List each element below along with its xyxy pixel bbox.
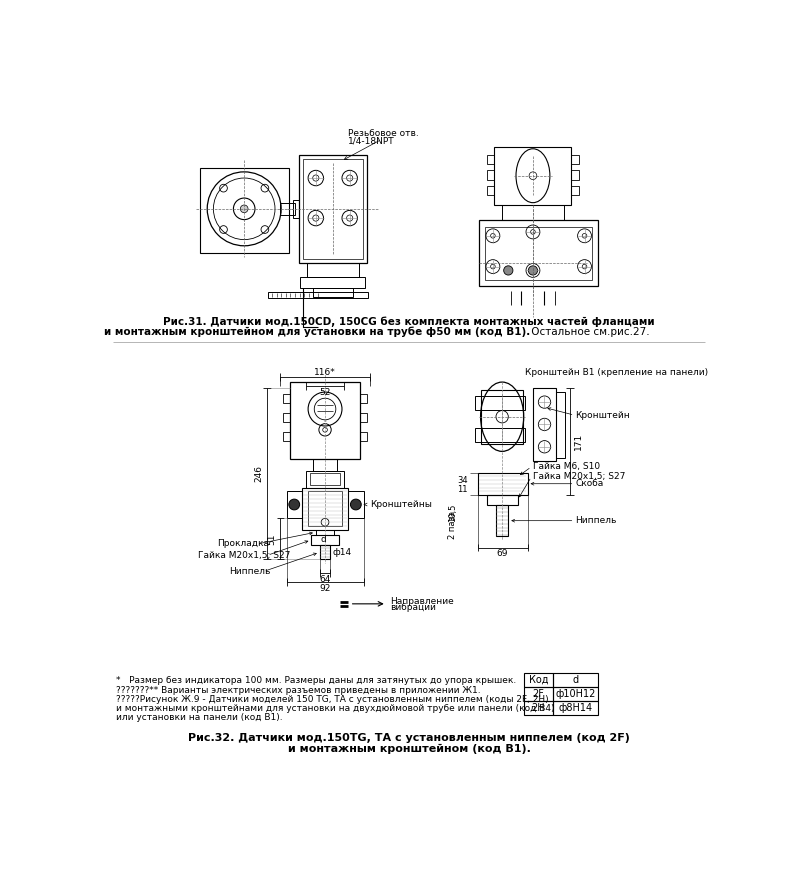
Text: вибрации: вибрации — [390, 603, 437, 612]
Bar — [348, 491, 364, 518]
Text: d: d — [572, 675, 579, 685]
Bar — [571, 155, 579, 164]
Bar — [300, 276, 365, 288]
Circle shape — [504, 266, 513, 275]
Bar — [553, 673, 598, 687]
Text: d: d — [321, 536, 326, 545]
Text: Гайка М6, S10: Гайка М6, S10 — [533, 462, 600, 471]
Bar — [487, 155, 495, 164]
Bar — [360, 413, 367, 422]
Text: ???????** Варианты электрических разъемов приведены в приложении Ж1.: ???????** Варианты электрических разъемо… — [116, 685, 480, 695]
Text: Кронштейн В1 (крепление на панели): Кронштейн В1 (крепление на панели) — [525, 368, 709, 378]
Bar — [556, 392, 565, 458]
Text: Рис.31. Датчики мод.150CD, 150CG без комплекта монтажных частей фланцами: Рис.31. Датчики мод.150CD, 150CG без ком… — [163, 316, 655, 327]
Circle shape — [289, 499, 299, 510]
Text: 64: 64 — [319, 575, 330, 584]
Text: Гайка М20х1,5; S27: Гайка М20х1,5; S27 — [198, 551, 290, 560]
Bar — [479, 220, 598, 286]
Text: 2 паза: 2 паза — [448, 510, 457, 538]
Bar — [487, 186, 495, 195]
Bar — [480, 390, 523, 444]
Bar — [360, 432, 367, 441]
Bar — [360, 393, 367, 403]
Bar — [200, 168, 289, 253]
Bar — [475, 396, 525, 410]
Bar — [487, 495, 518, 505]
Bar — [533, 388, 556, 461]
Text: Рис.32. Датчики мод.150TG, ТА с установленным ниппелем (код 2F): Рис.32. Датчики мод.150TG, ТА с установл… — [188, 732, 630, 743]
Bar — [553, 701, 598, 715]
Bar — [502, 205, 563, 220]
Text: Ниппель: Ниппель — [575, 517, 617, 525]
Bar — [311, 535, 339, 545]
Bar — [571, 186, 579, 195]
Text: 69: 69 — [497, 549, 508, 558]
Text: 2H: 2H — [531, 703, 545, 713]
Bar — [314, 459, 337, 470]
Bar — [286, 491, 302, 518]
Bar — [571, 170, 579, 179]
Text: Кронштейны: Кронштейны — [369, 500, 432, 509]
Text: ?????Рисунок Ж.9 - Датчики моделей 150 TG, ТА с установленным ниппелем (коды 2F,: ?????Рисунок Ж.9 - Датчики моделей 150 T… — [116, 695, 548, 704]
Text: 246: 246 — [255, 465, 263, 482]
Bar — [475, 428, 525, 442]
Bar — [553, 687, 598, 701]
Text: или установки на панели (код В1).: или установки на панели (код В1). — [116, 713, 282, 722]
Bar — [279, 203, 295, 215]
Text: Кронштейн: Кронштейн — [575, 411, 630, 420]
Bar — [487, 170, 495, 179]
Text: 11: 11 — [457, 485, 468, 495]
Bar — [302, 159, 363, 259]
Bar — [282, 393, 290, 403]
Bar — [268, 292, 368, 298]
Bar — [306, 470, 344, 488]
Text: и монтажным кронштейном (код В1).: и монтажным кронштейном (код В1). — [287, 744, 531, 753]
Bar — [313, 288, 353, 297]
Bar — [316, 530, 334, 535]
Bar — [299, 155, 366, 263]
Bar — [302, 488, 348, 530]
Text: и монтажными кронштейнами для установки на двухдюймовой трубе или панели (код В4: и монтажными кронштейнами для установки … — [116, 704, 554, 713]
Bar — [496, 505, 508, 536]
Text: ф14: ф14 — [333, 548, 352, 557]
Circle shape — [240, 205, 248, 212]
Text: ф8Н14: ф8Н14 — [559, 703, 592, 713]
Text: 2F: 2F — [532, 689, 544, 699]
Bar — [308, 491, 342, 526]
Text: 1/4-18NPT: 1/4-18NPT — [348, 136, 395, 146]
Text: 34: 34 — [457, 476, 468, 485]
Text: и монтажным кронштейном для установки на трубе ф50 мм (код В1).: и монтажным кронштейном для установки на… — [105, 327, 531, 337]
Text: 171: 171 — [574, 433, 583, 450]
Bar — [310, 473, 341, 485]
Bar — [495, 147, 571, 205]
Text: 10,5: 10,5 — [448, 503, 457, 522]
Circle shape — [528, 266, 538, 275]
Bar — [282, 413, 290, 422]
Text: Резьбовое отв.: Резьбовое отв. — [348, 128, 419, 138]
Text: Остальное см.рис.27.: Остальное см.рис.27. — [527, 327, 650, 337]
Text: Прокладка: Прокладка — [217, 539, 269, 548]
Text: Код: Код — [528, 675, 548, 685]
Text: 92: 92 — [319, 584, 330, 593]
Text: 51: 51 — [267, 533, 277, 545]
Text: ф10Н12: ф10Н12 — [555, 689, 595, 699]
Bar — [523, 673, 553, 687]
Text: *   Размер без индикатора 100 мм. Размеры даны для затянутых до упора крышек.: * Размер без индикатора 100 мм. Размеры … — [116, 676, 516, 685]
Bar — [282, 432, 290, 441]
Text: Гайка М20х1,5; S27: Гайка М20х1,5; S27 — [533, 472, 626, 482]
Bar — [523, 687, 553, 701]
Bar — [293, 199, 299, 218]
Bar — [523, 701, 553, 715]
Text: Скоба: Скоба — [575, 479, 603, 489]
Circle shape — [350, 499, 361, 510]
Bar — [485, 226, 592, 280]
Bar — [320, 545, 330, 559]
Text: 116*: 116* — [314, 368, 336, 378]
Bar — [290, 382, 360, 459]
Bar — [477, 473, 527, 495]
Text: Ниппель: Ниппель — [229, 567, 271, 576]
Text: 52: 52 — [319, 387, 330, 397]
Bar — [306, 263, 359, 276]
Text: Направление: Направление — [390, 597, 454, 606]
